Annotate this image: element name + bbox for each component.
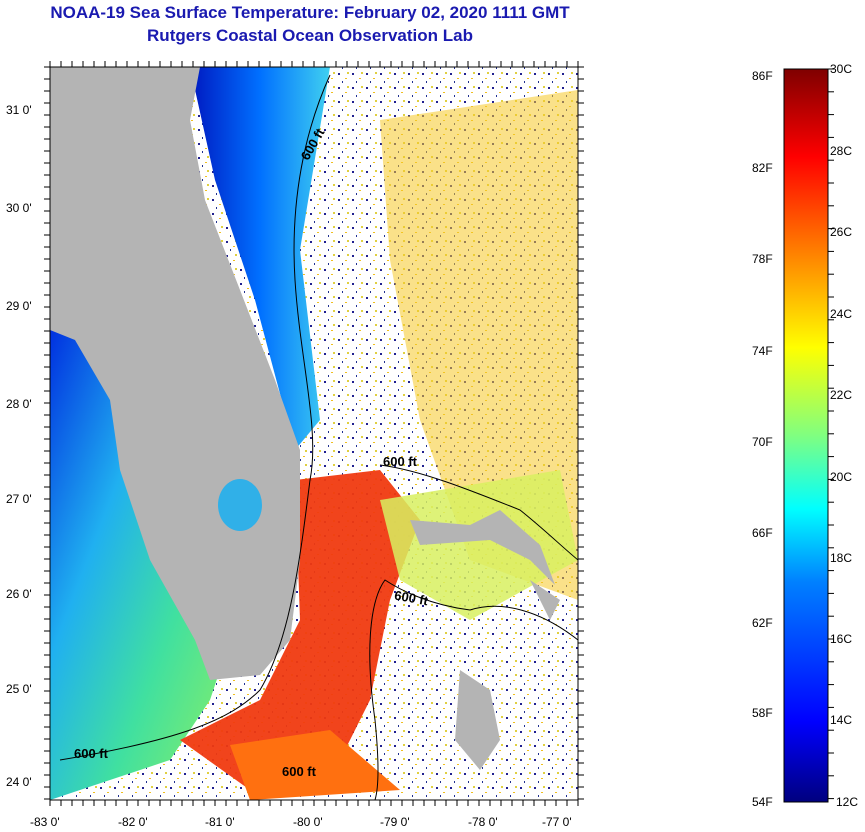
lon-label-77: -77 0'	[542, 815, 572, 829]
cb-f-82: 82F	[752, 161, 773, 175]
map-title: NOAA-19 Sea Surface Temperature: Februar…	[50, 3, 570, 22]
lat-label-30: 30 0'	[6, 201, 32, 215]
cb-f-78: 78F	[752, 252, 773, 266]
contour-600ft-east	[369, 579, 578, 800]
coastal-cold-water	[190, 67, 330, 450]
cb-f-86: 86F	[752, 69, 773, 83]
offshore-warm-patches	[380, 90, 578, 600]
lat-label-26: 26 0'	[6, 587, 32, 601]
cb-c-26: 26C	[830, 225, 852, 239]
colorbar	[783, 68, 829, 803]
cb-c-12: 12C	[836, 795, 858, 809]
lake-okeechobee	[218, 479, 262, 531]
lon-label-78: -78 0'	[468, 815, 498, 829]
cb-f-74: 74F	[752, 344, 773, 358]
lon-label-81: -81 0'	[205, 815, 235, 829]
contour-label-4: 600 ft	[74, 746, 109, 761]
contour-label-3: 600 ft	[393, 588, 430, 609]
lat-label-29: 29 0'	[6, 299, 32, 313]
map-subtitle: Rutgers Coastal Ocean Observation Lab	[147, 26, 473, 45]
gulf-stream-warm	[180, 470, 420, 790]
lon-label-80: -80 0'	[293, 815, 323, 829]
grand-bahama-land	[410, 510, 555, 585]
contour-600ft-west	[59, 74, 331, 761]
cb-c-16: 16C	[830, 632, 852, 646]
cb-c-18: 18C	[830, 551, 852, 565]
lat-label-28: 28 0'	[6, 397, 32, 411]
contour-600ft-north-bahamas	[379, 464, 578, 561]
axis-ticks	[44, 61, 584, 806]
cb-c-22: 22C	[830, 388, 852, 402]
cb-c-30: 30C	[830, 62, 852, 76]
contour-label-5: 600 ft	[282, 764, 317, 779]
colorbar-ticks	[828, 68, 834, 800]
lon-label-79: -79 0'	[380, 815, 410, 829]
cb-f-62: 62F	[752, 616, 773, 630]
cb-c-24: 24C	[830, 307, 852, 321]
abaco-land	[530, 580, 560, 620]
cb-c-20: 20C	[830, 470, 852, 484]
cb-f-70: 70F	[752, 435, 773, 449]
bahamas-bank-water	[380, 470, 578, 620]
lat-label-31: 31 0'	[6, 103, 32, 117]
cb-f-58: 58F	[752, 706, 773, 720]
lat-label-27: 27 0'	[6, 492, 32, 506]
lat-label-24: 24 0'	[6, 775, 32, 789]
andros-land	[455, 670, 500, 770]
cb-c-28: 28C	[830, 144, 852, 158]
lon-label-82: -82 0'	[118, 815, 148, 829]
lon-label-83: -83 0'	[30, 815, 60, 829]
cb-c-14: 14C	[830, 713, 852, 727]
sst-imagery	[50, 67, 578, 800]
florida-straits-warm	[230, 730, 400, 800]
contour-label-2: 600 ft	[383, 454, 418, 469]
cb-f-54: 54F	[752, 795, 773, 809]
lat-label-25: 25 0'	[6, 682, 32, 696]
cb-f-66: 66F	[752, 526, 773, 540]
